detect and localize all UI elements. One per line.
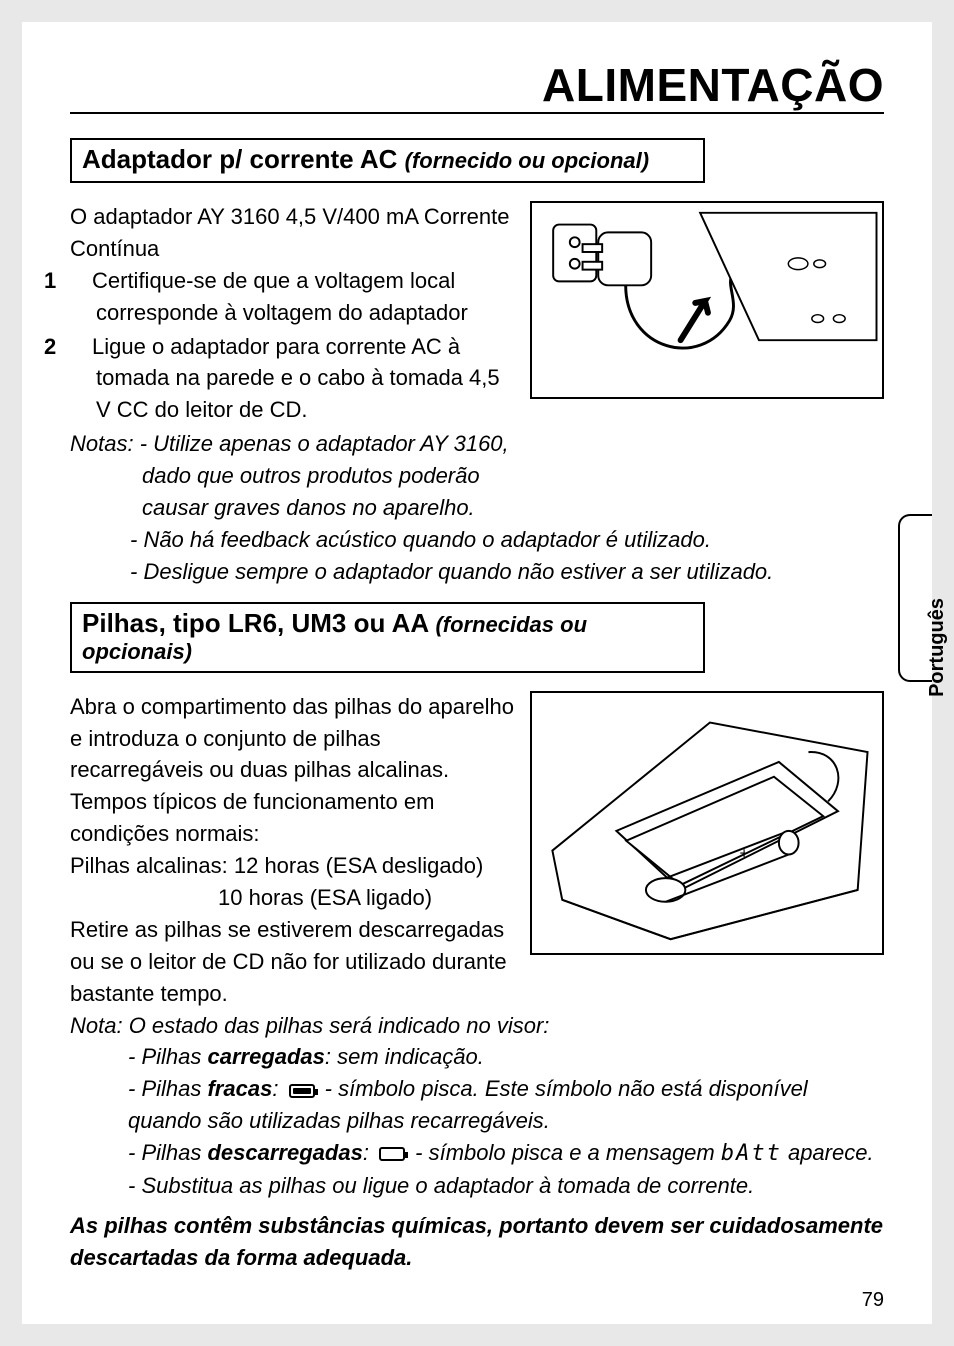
adapter-illustration bbox=[530, 201, 884, 399]
step1-num: 1 bbox=[70, 265, 92, 297]
n3b: descarregadas bbox=[207, 1140, 362, 1165]
n3c: : bbox=[363, 1140, 375, 1165]
section1-title: Adaptador p/ corrente AC bbox=[82, 144, 405, 174]
step1-text: Certifique-se de que a voltagem local co… bbox=[92, 268, 468, 325]
section2-p2: Tempos típicos de funcionamento em condi… bbox=[70, 786, 518, 850]
section2-p3b: 10 horas (ESA ligado) bbox=[70, 882, 518, 914]
n2c: : bbox=[272, 1076, 284, 1101]
section2-note-intro: Nota: O estado das pilhas será indicado … bbox=[70, 1010, 884, 1042]
section1-header-box: Adaptador p/ corrente AC (fornecido ou o… bbox=[70, 138, 705, 183]
svg-text:+: + bbox=[740, 845, 749, 862]
n2a: - Pilhas bbox=[128, 1076, 207, 1101]
n3e: bAtt bbox=[721, 1141, 782, 1166]
n1b: carregadas bbox=[207, 1044, 324, 1069]
page-number: 79 bbox=[862, 1289, 884, 1312]
section2-p1: Abra o compartimento das pilhas do apare… bbox=[70, 691, 518, 787]
section2-n4: - Substitua as pilhas ou ligue o adaptad… bbox=[70, 1170, 884, 1202]
note1-text: - Utilize apenas o adaptador AY 3160, da… bbox=[140, 431, 509, 520]
page-title: ALIMENTAÇÃO bbox=[70, 58, 884, 112]
n3f: aparece. bbox=[782, 1140, 874, 1165]
section1-note2: - Não há feedback acústico quando o adap… bbox=[70, 524, 884, 556]
n1a: - Pilhas bbox=[128, 1044, 207, 1069]
n3a: - Pilhas bbox=[128, 1140, 207, 1165]
section2-n2: - Pilhas fracas: - símbolo pisca. Este s… bbox=[70, 1073, 884, 1137]
section2-body: + Abra o compartimento das pilhas do apa… bbox=[70, 691, 884, 1274]
section1-body: O adaptador AY 3160 4,5 V/400 mA Corrent… bbox=[70, 201, 884, 588]
n3d: - símbolo pisca e a mensagem bbox=[409, 1140, 721, 1165]
n2b: fracas bbox=[207, 1076, 272, 1101]
section1-note1: Notas: - Utilize apenas o adaptador AY 3… bbox=[70, 428, 518, 524]
section1-intro: O adaptador AY 3160 4,5 V/400 mA Corrent… bbox=[70, 201, 518, 265]
battery-full-icon bbox=[289, 1084, 315, 1098]
step2-num: 2 bbox=[70, 331, 92, 363]
section2-p3a: Pilhas alcalinas: 12 horas (ESA desligad… bbox=[70, 850, 518, 882]
language-label: Português bbox=[926, 598, 949, 697]
section2-p4: Retire as pilhas se estiverem descarrega… bbox=[70, 914, 518, 1010]
title-row: ALIMENTAÇÃO bbox=[70, 58, 884, 114]
section1-subtitle: (fornecido ou opcional) bbox=[405, 148, 649, 173]
section1-step2: 2Ligue o adaptador para corrente AC à to… bbox=[70, 331, 518, 427]
battery-empty-icon bbox=[379, 1147, 405, 1161]
section2-n3: - Pilhas descarregadas: - símbolo pisca … bbox=[70, 1137, 884, 1170]
section1-step1: 1Certifique-se de que a voltagem local c… bbox=[70, 265, 518, 329]
manual-page: ALIMENTAÇÃO Adaptador p/ corrente AC (fo… bbox=[22, 22, 932, 1324]
battery-illustration: + bbox=[530, 691, 884, 955]
section2-title: Pilhas, tipo LR6, UM3 ou AA bbox=[82, 608, 435, 638]
notes-label: Notas: bbox=[70, 431, 140, 456]
section2-header-box: Pilhas, tipo LR6, UM3 ou AA (fornecidas … bbox=[70, 602, 705, 673]
section2-warning: As pilhas contêm substâncias químicas, p… bbox=[70, 1210, 884, 1274]
section2-n1: - Pilhas carregadas: sem indicação. bbox=[70, 1041, 884, 1073]
note-intro-text: O estado das pilhas será indicado no vis… bbox=[129, 1013, 550, 1038]
step2-text: Ligue o adaptador para corrente AC à tom… bbox=[92, 334, 500, 423]
n1c: : sem indicação. bbox=[325, 1044, 484, 1069]
section1-note3: - Desligue sempre o adaptador quando não… bbox=[70, 556, 884, 588]
note-label: Nota: bbox=[70, 1013, 129, 1038]
